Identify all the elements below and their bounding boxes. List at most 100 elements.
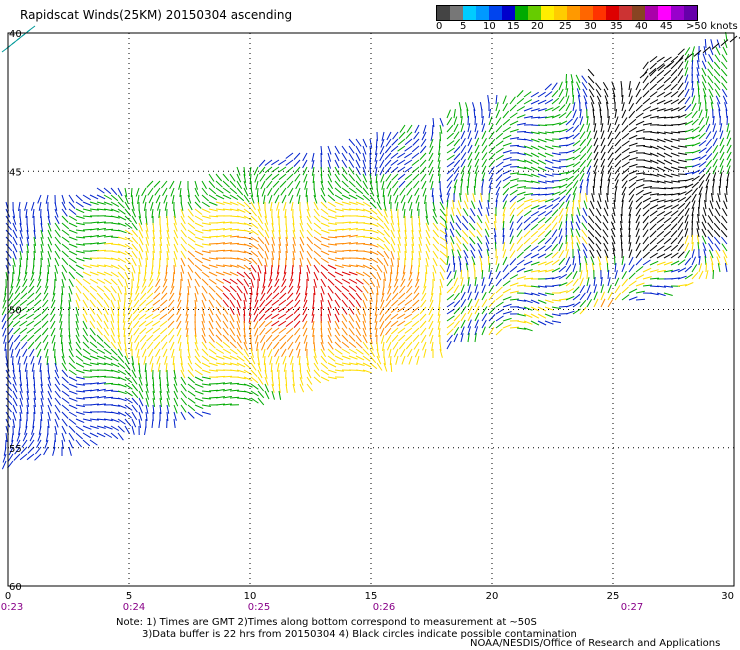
wind-barb	[103, 208, 113, 212]
wind-barb	[152, 236, 156, 246]
wind-barb	[17, 271, 21, 281]
wind-barb	[628, 182, 637, 189]
wind-barb	[201, 292, 207, 302]
wind-barb	[348, 348, 358, 354]
wind-barb	[334, 285, 342, 293]
wind-barb	[575, 221, 581, 231]
wind-barb	[537, 237, 546, 245]
wind-barb	[243, 299, 246, 309]
wind-barb	[285, 229, 288, 239]
wind-barb	[614, 179, 619, 189]
wind-barb	[194, 264, 203, 272]
wind-barb	[411, 152, 420, 159]
wind-barb	[614, 123, 620, 133]
wind-barb	[379, 299, 385, 309]
wind-barb	[391, 334, 399, 343]
wind-barb	[47, 250, 52, 260]
wind-barb	[523, 244, 532, 252]
wind-barb	[565, 187, 573, 196]
wind-barb	[397, 159, 406, 166]
wind-barb	[495, 140, 504, 147]
wind-barb	[139, 334, 147, 343]
wind-barb	[544, 237, 552, 245]
wind-barb	[558, 81, 563, 91]
wind-barb	[264, 229, 270, 239]
wind-barb	[544, 131, 554, 134]
wind-barb	[355, 138, 362, 147]
wind-barb	[397, 306, 406, 313]
wind-barb	[537, 230, 546, 238]
wind-barb	[36, 439, 42, 449]
wind-barb	[502, 207, 506, 217]
wind-barb	[82, 201, 92, 206]
wind-barb	[82, 278, 91, 285]
wind-barb	[391, 299, 399, 307]
wind-barb	[68, 411, 78, 417]
wind-barb	[635, 172, 645, 175]
colorbar-segment	[593, 6, 606, 20]
wind-barb	[663, 230, 672, 238]
wind-barb	[201, 187, 208, 196]
wind-barb	[408, 355, 413, 365]
wind-barb	[201, 313, 205, 323]
wind-barb	[453, 153, 461, 161]
wind-barb	[565, 169, 575, 175]
wind-barb	[642, 97, 651, 105]
wind-barb	[264, 362, 267, 373]
wind-barb	[374, 320, 378, 330]
wind-barb	[138, 313, 147, 320]
wind-barb	[243, 285, 248, 295]
wind-barb	[12, 411, 17, 421]
wind-barb	[656, 116, 667, 119]
wind-barb	[286, 173, 294, 181]
wind-barb	[523, 230, 531, 238]
wind-barb	[187, 194, 192, 204]
wind-barb	[600, 137, 606, 147]
wind-barb	[705, 123, 711, 133]
wind-barb	[341, 159, 348, 168]
wind-barb	[272, 180, 280, 188]
wind-barb	[544, 166, 554, 171]
wind-barb	[152, 222, 155, 232]
wind-barb	[157, 264, 161, 274]
wind-barb	[516, 159, 526, 163]
wind-barb	[341, 341, 350, 348]
wind-barb	[180, 208, 185, 218]
wind-barb	[607, 123, 612, 133]
wind-barb	[675, 57, 684, 64]
wind-barb	[265, 334, 273, 343]
wind-barb	[306, 271, 309, 281]
wind-barb	[75, 299, 80, 309]
wind-barb	[222, 348, 232, 354]
wind-barb	[670, 83, 678, 91]
wind-barb	[159, 229, 162, 239]
wind-barb	[394, 194, 399, 204]
wind-barb	[428, 152, 434, 162]
wind-barb	[75, 376, 85, 380]
wind-barb	[19, 390, 24, 400]
wind-barb	[173, 411, 177, 421]
wind-barb	[124, 187, 128, 197]
wind-barb	[294, 299, 301, 308]
wind-barb	[159, 397, 162, 407]
wind-barb	[222, 327, 229, 336]
wind-barb	[138, 236, 144, 246]
wind-barb	[635, 184, 645, 189]
wind-barb	[285, 236, 289, 246]
wind-barb	[387, 285, 392, 295]
wind-barb	[684, 228, 689, 238]
wind-barb	[635, 96, 642, 105]
wind-barb	[523, 159, 533, 164]
wind-barb	[194, 355, 202, 364]
wind-barb	[446, 117, 453, 126]
wind-barb	[419, 306, 427, 315]
wind-barb	[28, 439, 35, 448]
wind-barb	[362, 264, 372, 270]
wind-barb	[523, 210, 532, 217]
wind-barb	[649, 56, 658, 63]
wind-barb	[369, 166, 372, 177]
wind-barb	[110, 208, 120, 213]
wind-barb	[19, 320, 28, 327]
wind-barb	[414, 187, 420, 197]
